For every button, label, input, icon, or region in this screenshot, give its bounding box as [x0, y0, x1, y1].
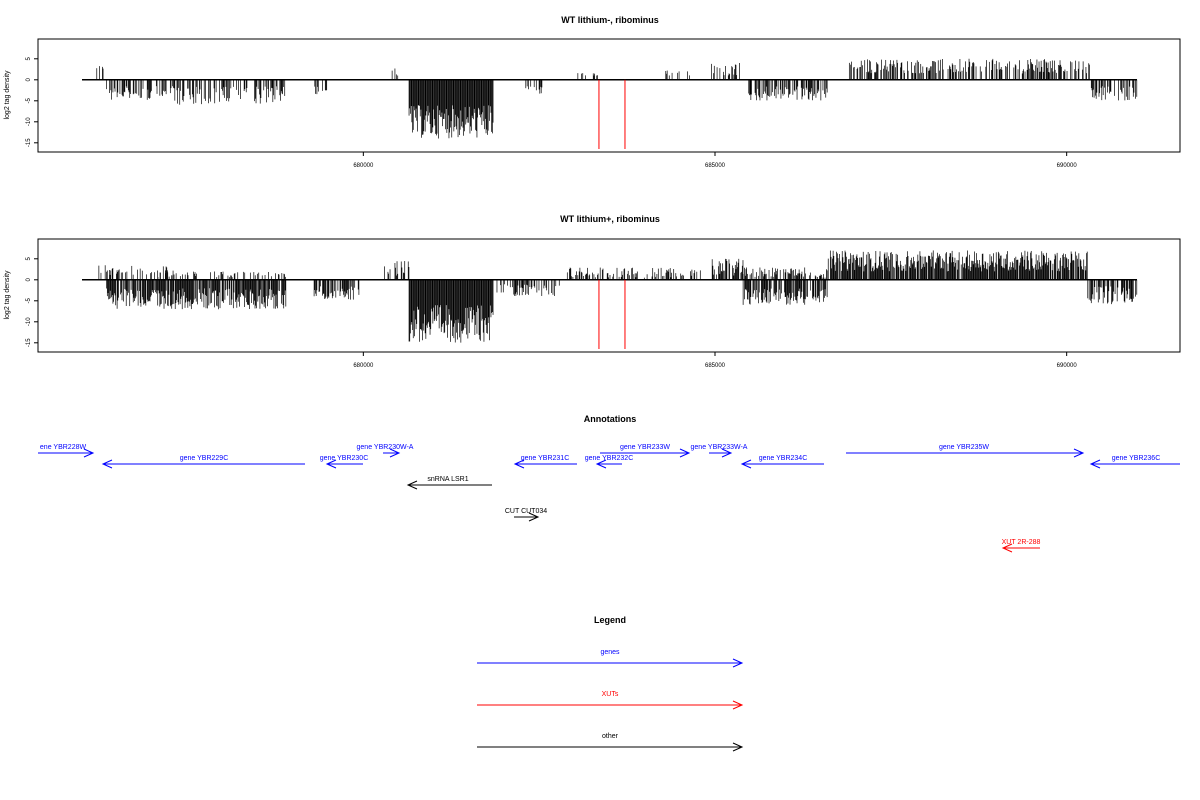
annotation-feature: gene YBR234C [740, 455, 824, 469]
y-axis: -15 -10 -5 0 5 [26, 56, 38, 147]
annotation-features: ene YBR228W gene YBR229C gene YBR230C gene … [38, 444, 1180, 553]
annotation-feature: gene YBR231C [513, 455, 577, 469]
annotation-feature: gene YBR233W-A [691, 444, 748, 458]
feature-arrow-head [679, 448, 691, 458]
legend-entries: genes XUTs other [477, 649, 744, 752]
density-bars [82, 250, 1138, 343]
feature-arrow-head [1073, 448, 1085, 458]
y-tick-label: 0 [26, 277, 32, 281]
feature-arrow-head [528, 512, 540, 522]
feature-arrow-head [101, 459, 113, 469]
legend-label: genes [600, 649, 620, 656]
marker-lines [598, 79, 626, 149]
marker-lines [598, 279, 626, 349]
y-tick-label: -10 [26, 117, 32, 126]
feature-arrow-head [406, 480, 418, 490]
annotation-feature: gene YBR232C [585, 455, 634, 469]
annotation-feature: CUT CUT034 [505, 508, 547, 522]
annotation-feature: gene YBR230C [320, 455, 369, 469]
track-panel-lithium-minus: WT lithium-, ribominus log2 tag density … [4, 15, 1181, 169]
feature-arrow-head [1001, 543, 1013, 553]
annotations-title: Annotations [584, 414, 637, 424]
feature-label: gene YBR231C [521, 455, 570, 462]
x-axis: 680000 685000 690000 [353, 352, 1077, 369]
annotation-feature: snRNA LSR1 [406, 476, 492, 490]
density-bars [82, 58, 1138, 139]
y-tick-label: 5 [26, 256, 32, 260]
legend-title: Legend [594, 615, 626, 625]
feature-arrow-head [325, 459, 337, 469]
y-axis-label: log2 tag density [4, 270, 11, 320]
feature-arrow-head [389, 448, 401, 458]
feature-label: gene YBR233W [620, 444, 670, 451]
legend-arrow-head [732, 700, 744, 710]
feature-arrow-head [1089, 459, 1101, 469]
y-axis-label: log2 tag density [4, 70, 11, 120]
legend-arrow-head [732, 742, 744, 752]
y-tick-label: -10 [26, 317, 32, 326]
x-tick-label: 690000 [1057, 163, 1078, 169]
feature-label: gene YBR234C [759, 455, 808, 462]
y-tick-label: 5 [26, 56, 32, 60]
feature-arrow-head [83, 448, 95, 458]
x-tick-label: 680000 [353, 163, 374, 169]
feature-label: ene YBR228W [40, 444, 87, 451]
annotation-feature: gene YBR235W [846, 444, 1085, 458]
feature-label: gene YBR230W-A [357, 444, 414, 451]
x-axis: 680000 685000 690000 [353, 152, 1077, 169]
y-tick-label: 0 [26, 77, 32, 81]
plot-frame [37, 238, 1181, 353]
y-tick-label: -5 [26, 97, 32, 103]
y-axis: -15 -10 -5 0 5 [26, 256, 38, 347]
feature-arrow-head [595, 459, 607, 469]
feature-arrow-head [721, 448, 733, 458]
legend-entry: genes [477, 649, 744, 668]
legend-entry: other [477, 733, 744, 752]
annotation-feature: gene YBR230W-A [357, 444, 414, 458]
annotation-feature: gene YBR233W [600, 444, 691, 458]
legend-arrow-head [732, 658, 744, 668]
x-tick-label: 685000 [705, 163, 726, 169]
y-tick-label: -15 [26, 138, 32, 147]
feature-label: gene YBR235W [939, 444, 989, 451]
annotation-feature: gene YBR236C [1089, 455, 1180, 469]
plot-frame [37, 38, 1181, 153]
feature-label: gene YBR230C [320, 455, 369, 462]
feature-label: CUT CUT034 [505, 508, 547, 515]
annotations-panel: Annotations ene YBR228W gene YBR229C gene … [38, 414, 1180, 553]
annotation-feature: gene YBR229C [101, 455, 305, 469]
x-tick-label: 680000 [353, 363, 374, 369]
x-tick-label: 690000 [1057, 363, 1078, 369]
feature-label: XUT 2R-288 [1002, 539, 1041, 546]
feature-label: gene YBR229C [180, 455, 229, 462]
track-title: WT lithium+, ribominus [560, 214, 660, 224]
feature-arrow-head [513, 459, 525, 469]
track-title: WT lithium-, ribominus [561, 15, 659, 25]
feature-label: snRNA LSR1 [427, 476, 468, 483]
y-tick-label: -5 [26, 297, 32, 303]
feature-label: gene YBR232C [585, 455, 634, 462]
y-tick-label: -15 [26, 338, 32, 347]
feature-label: gene YBR236C [1112, 455, 1161, 462]
annotation-feature: XUT 2R-288 [1001, 539, 1041, 553]
x-tick-label: 685000 [705, 363, 726, 369]
legend-label: other [602, 733, 619, 740]
legend-label: XUTs [602, 691, 619, 698]
track-panel-lithium-plus: WT lithium+, ribominus log2 tag density … [4, 214, 1181, 369]
legend-entry: XUTs [477, 691, 744, 710]
feature-arrow-head [740, 459, 752, 469]
feature-label: gene YBR233W-A [691, 444, 748, 451]
legend-panel: Legend genes XUTs other [477, 615, 744, 752]
annotation-feature: ene YBR228W [38, 444, 95, 458]
